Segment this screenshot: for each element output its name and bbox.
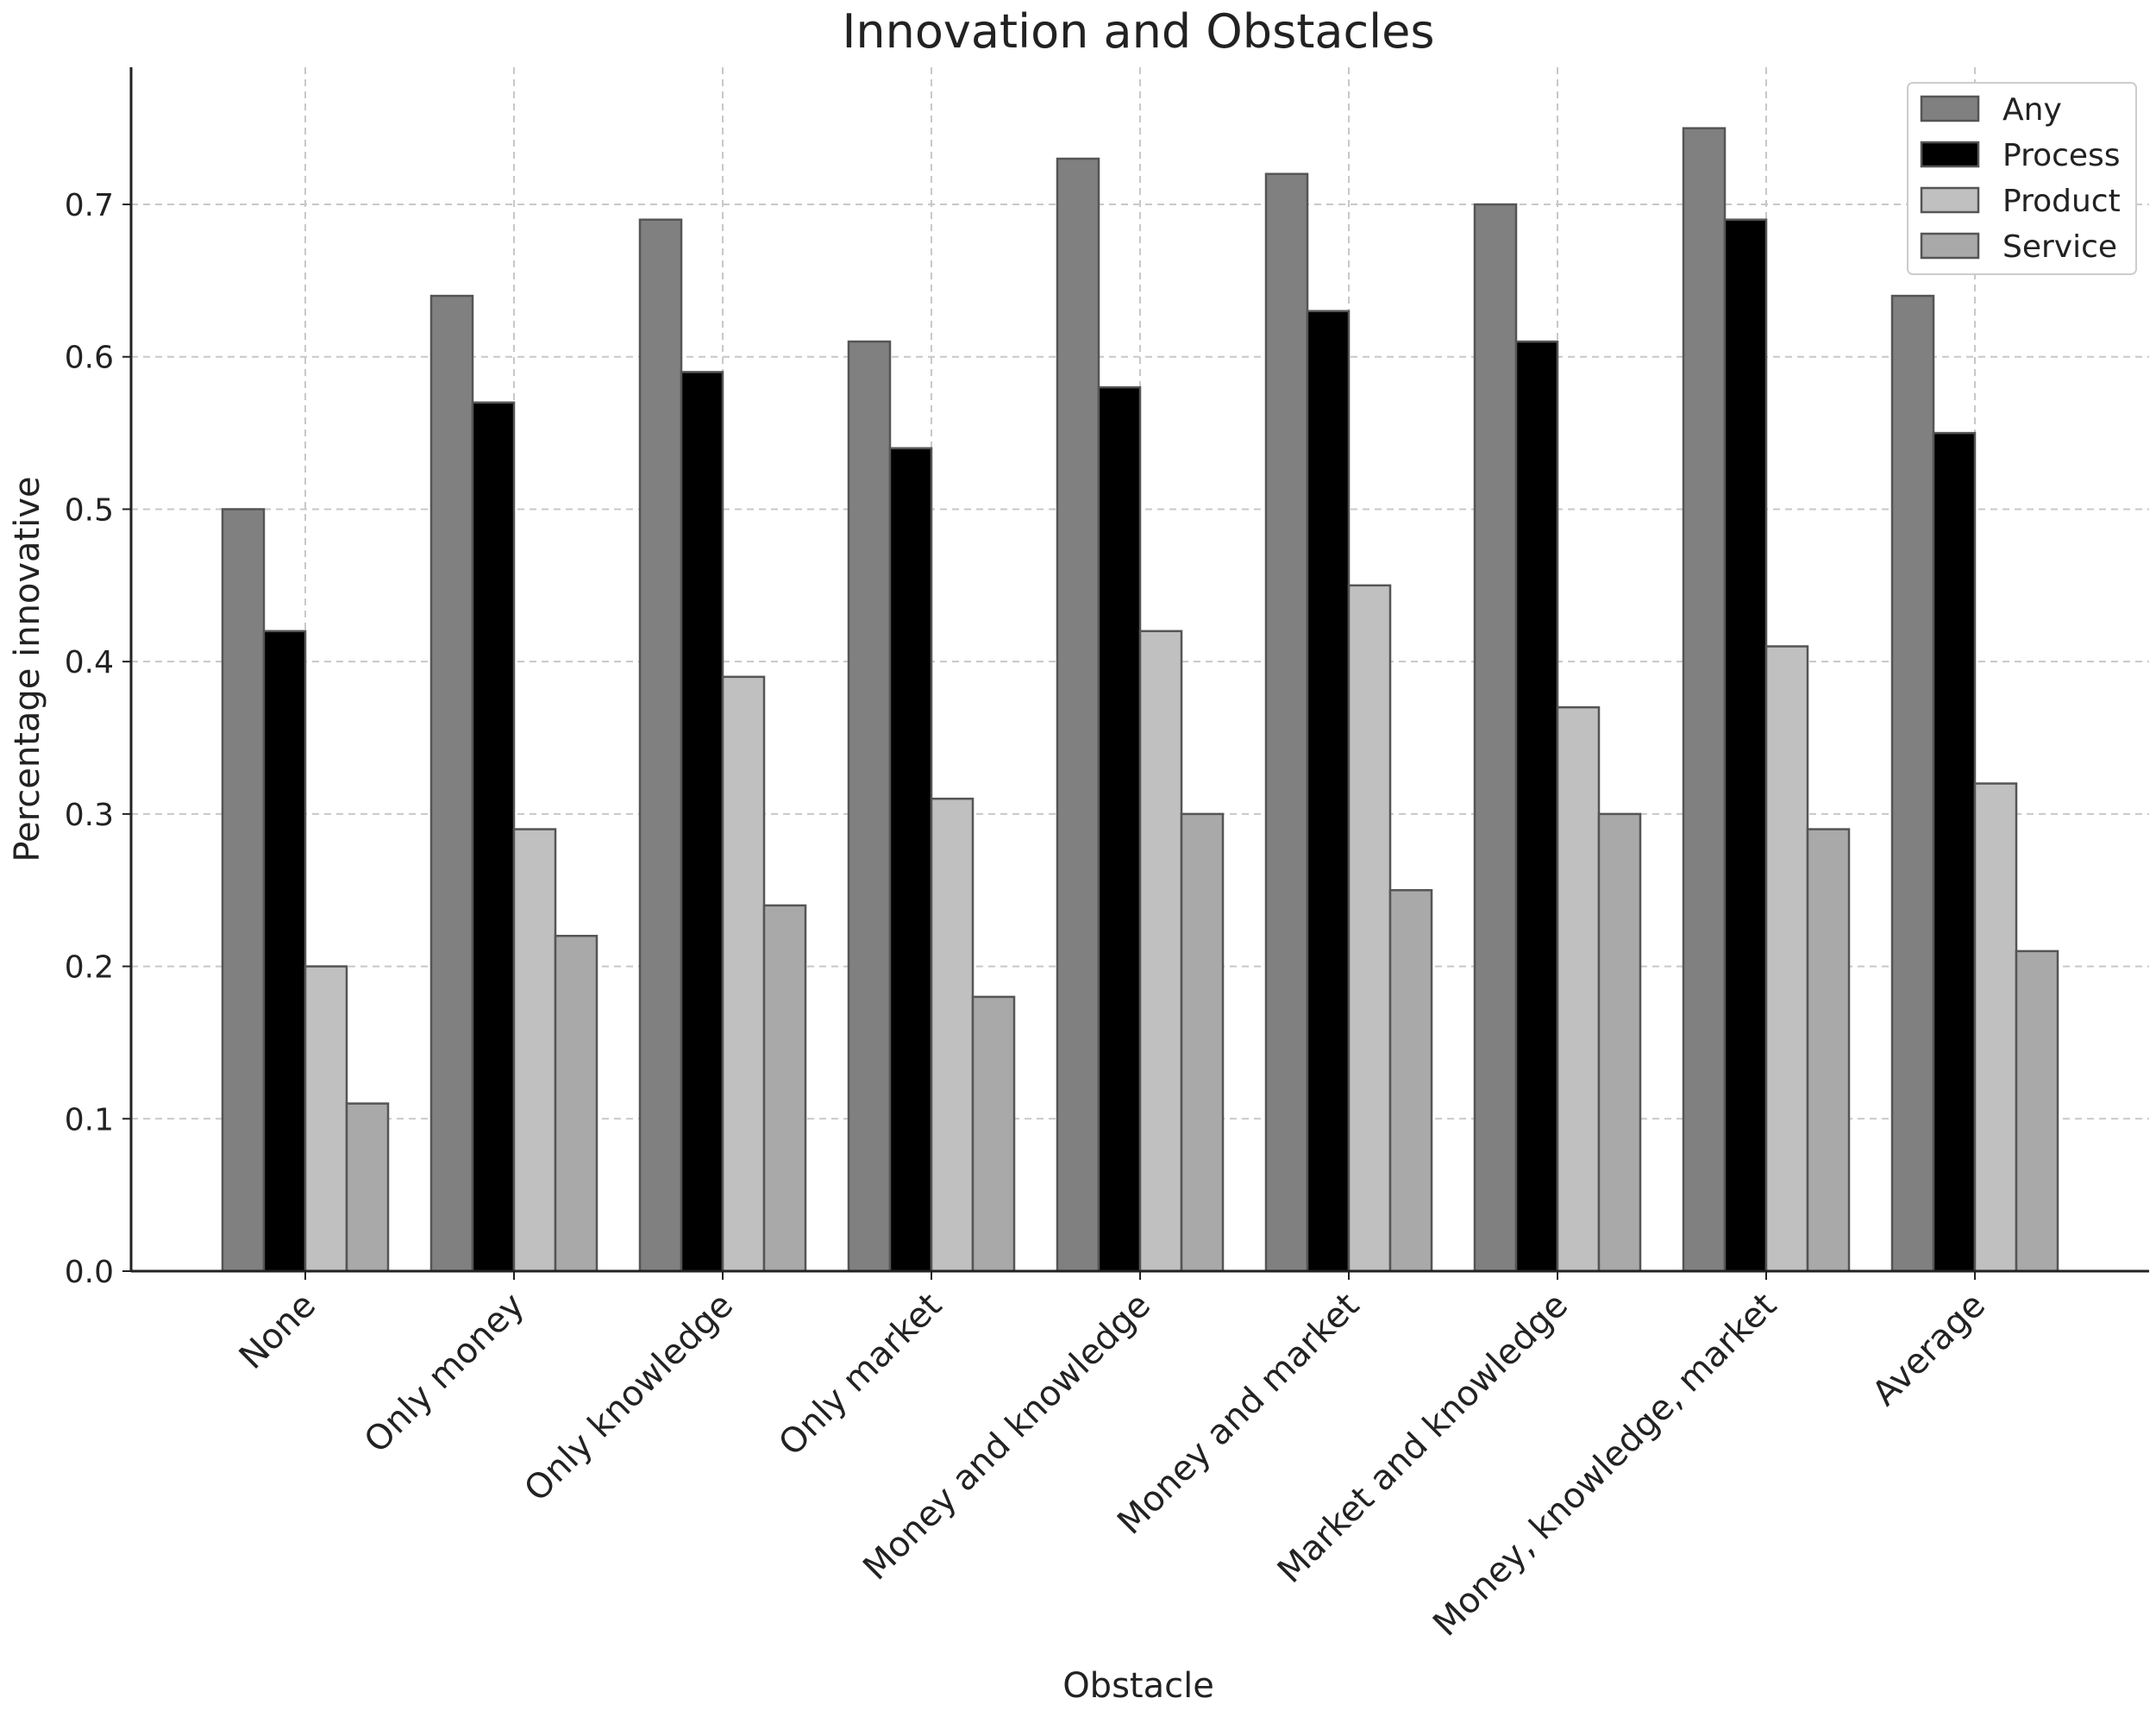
- bar-any: [1890, 294, 1935, 1273]
- category-label: Average: [1865, 1286, 1993, 1414]
- y-tick-label: 0.7: [65, 188, 114, 223]
- bar-process: [262, 630, 307, 1273]
- y-tick-label: 0.4: [65, 645, 114, 680]
- bar-any: [221, 508, 266, 1273]
- bar-product: [721, 675, 766, 1273]
- y-tick-label: 0.3: [65, 798, 114, 833]
- bar-product: [1973, 782, 2018, 1273]
- legend-label-service: Service: [2002, 229, 2117, 265]
- y-tick-label: 0.5: [65, 492, 114, 528]
- category-label: Money, knowledge, market: [1426, 1286, 1784, 1645]
- legend-label-process: Process: [2002, 138, 2121, 173]
- bar-service: [971, 995, 1016, 1273]
- bar-service: [554, 934, 599, 1273]
- bar-service: [762, 904, 807, 1273]
- category-label: Only market: [771, 1286, 950, 1464]
- y-tick-label: 0.2: [65, 950, 114, 986]
- legend-swatch-any: [1920, 95, 1980, 122]
- bar-product: [1138, 630, 1183, 1273]
- bar-product: [1347, 584, 1392, 1273]
- bar-service: [1806, 828, 1851, 1273]
- bar-any: [638, 218, 683, 1273]
- bar-any: [847, 340, 892, 1273]
- legend-frame: [1907, 82, 2137, 275]
- y-axis-label: Percentage innovative: [8, 476, 47, 862]
- bar-process: [1306, 310, 1351, 1273]
- bar-any: [1264, 172, 1309, 1273]
- bars: [221, 127, 2059, 1273]
- bar-product: [1556, 705, 1601, 1273]
- legend-label-any: Any: [2002, 92, 2062, 128]
- bar-process: [1514, 340, 1559, 1273]
- bar-any: [1056, 157, 1100, 1273]
- bar-process: [471, 401, 516, 1273]
- bar-service: [345, 1102, 390, 1273]
- y-tick-label: 0.6: [65, 341, 114, 376]
- legend: Any Process Product Service: [1907, 82, 2137, 275]
- bar-process: [1932, 431, 1977, 1273]
- x-axis-label: Obstacle: [1062, 1666, 1214, 1706]
- legend-swatch-product: [1920, 186, 1980, 214]
- bar-process: [888, 447, 933, 1273]
- bar-product: [1764, 645, 1809, 1273]
- category-label: None: [232, 1286, 323, 1377]
- legend-swatch-service: [1920, 232, 1980, 260]
- category-label: Only knowledge: [517, 1286, 741, 1510]
- chart-title: Innovation and Obstacles: [842, 4, 1434, 59]
- legend-label-product: Product: [2002, 184, 2121, 219]
- bar-process: [1097, 385, 1142, 1273]
- bar-any: [429, 294, 474, 1273]
- bar-product: [930, 797, 975, 1273]
- y-tick-label: 0.1: [65, 1102, 114, 1137]
- bar-service: [1180, 812, 1225, 1273]
- bar-product: [304, 965, 348, 1273]
- bar-service: [2015, 949, 2059, 1273]
- bar-product: [512, 828, 557, 1273]
- y-tick-label: 0.0: [65, 1255, 114, 1290]
- bar-process: [680, 371, 724, 1273]
- category-label: Only money: [357, 1286, 532, 1461]
- bar-any: [1473, 203, 1518, 1273]
- bar-service: [1597, 812, 1642, 1273]
- bar-service: [1388, 888, 1433, 1273]
- legend-swatch-process: [1920, 141, 1980, 168]
- bar-process: [1723, 218, 1768, 1273]
- bar-any: [1682, 127, 1727, 1273]
- y-ticks: 0.0 0.1 0.2 0.3 0.4 0.5 0.6 0.7: [65, 188, 131, 1290]
